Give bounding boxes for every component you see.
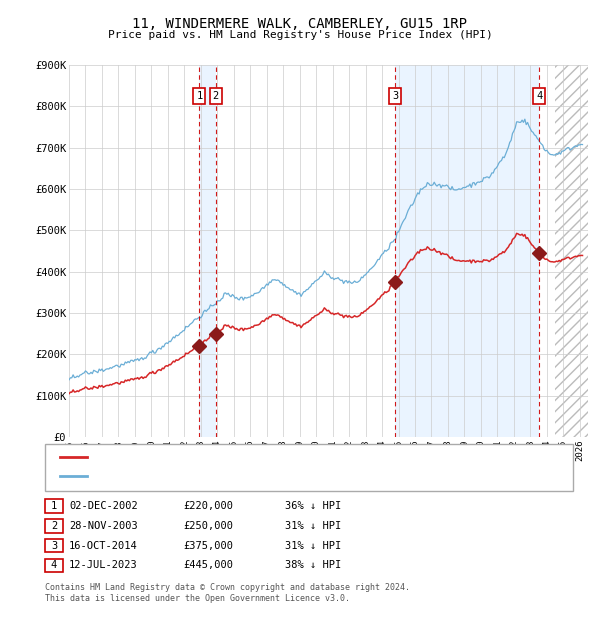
Text: 11, WINDERMERE WALK, CAMBERLEY, GU15 1RP (detached house): 11, WINDERMERE WALK, CAMBERLEY, GU15 1RP…: [90, 452, 432, 462]
Text: 38% ↓ HPI: 38% ↓ HPI: [285, 560, 341, 570]
Text: 02-DEC-2002: 02-DEC-2002: [69, 501, 138, 511]
Bar: [555, 65, 588, 437]
Text: 31% ↓ HPI: 31% ↓ HPI: [285, 521, 341, 531]
Text: HPI: Average price, detached house, Surrey Heath: HPI: Average price, detached house, Surr…: [90, 471, 378, 481]
Text: 31% ↓ HPI: 31% ↓ HPI: [285, 541, 341, 551]
Text: 2: 2: [51, 521, 57, 531]
Text: 4: 4: [536, 91, 542, 101]
Text: 36% ↓ HPI: 36% ↓ HPI: [285, 501, 341, 511]
Text: 1: 1: [196, 91, 203, 101]
Text: 2: 2: [212, 91, 219, 101]
Text: Contains HM Land Registry data © Crown copyright and database right 2024.: Contains HM Land Registry data © Crown c…: [45, 583, 410, 592]
Text: 12-JUL-2023: 12-JUL-2023: [69, 560, 138, 570]
Text: £445,000: £445,000: [183, 560, 233, 570]
Text: 1: 1: [51, 501, 57, 511]
Text: 4: 4: [51, 560, 57, 570]
Text: 3: 3: [51, 541, 57, 551]
Text: 28-NOV-2003: 28-NOV-2003: [69, 521, 138, 531]
Text: £250,000: £250,000: [183, 521, 233, 531]
Bar: [395, 65, 539, 437]
Text: 3: 3: [392, 91, 398, 101]
Text: 16-OCT-2014: 16-OCT-2014: [69, 541, 138, 551]
Text: Price paid vs. HM Land Registry's House Price Index (HPI): Price paid vs. HM Land Registry's House …: [107, 30, 493, 40]
Text: £220,000: £220,000: [183, 501, 233, 511]
Text: £375,000: £375,000: [183, 541, 233, 551]
Text: 11, WINDERMERE WALK, CAMBERLEY, GU15 1RP: 11, WINDERMERE WALK, CAMBERLEY, GU15 1RP: [133, 17, 467, 32]
Bar: [199, 65, 215, 437]
Text: This data is licensed under the Open Government Licence v3.0.: This data is licensed under the Open Gov…: [45, 594, 350, 603]
